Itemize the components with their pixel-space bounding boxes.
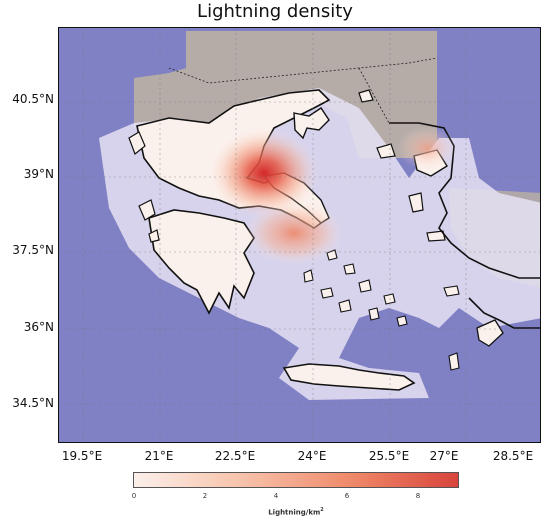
kos-island [443, 285, 460, 297]
corfu-island [128, 131, 146, 155]
lemnos-island [376, 143, 396, 159]
thasos-island [358, 89, 374, 103]
colorbar-tick-4: 4 [273, 492, 279, 500]
crete-island [282, 363, 416, 391]
peloponnese [148, 209, 255, 315]
national-border [168, 57, 438, 124]
density-hotspot-south [244, 201, 344, 265]
lon-label-24: 24°E [297, 449, 327, 463]
cyclades-islands [303, 249, 408, 327]
colorbar [133, 472, 459, 488]
lon-label-21: 21°E [144, 449, 174, 463]
colorbar-tick-0: 0 [131, 492, 137, 500]
density-hotspot-peak [209, 128, 319, 218]
lon-label-22-5: 22.5°E [214, 449, 256, 463]
lon-label-27: 27°E [429, 449, 459, 463]
chios-island [408, 192, 424, 213]
colorbar-tick-6: 6 [344, 492, 350, 500]
zakynthos-island [148, 229, 160, 243]
rhodes-island [476, 319, 504, 347]
map-gridlines [59, 28, 540, 442]
lon-label-28-5: 28.5°E [492, 449, 534, 463]
lat-label-34-5: 34.5°N [12, 396, 54, 410]
map-title: Lightning density [197, 1, 353, 22]
lat-label-40-5: 40.5°N [12, 92, 54, 106]
lon-label-19-5: 19.5°E [61, 449, 103, 463]
lightning-density-map [59, 28, 540, 442]
colorbar-tick-8: 8 [415, 492, 421, 500]
karpathos-island [448, 352, 460, 371]
map-panel [58, 27, 541, 443]
lat-label-37-5: 37.5°N [12, 243, 54, 257]
lon-label-25-5: 25.5°E [368, 449, 410, 463]
colorbar-tick-2: 2 [202, 492, 208, 500]
lat-label-39: 39°N [23, 167, 54, 181]
kefalonia-island [138, 199, 156, 221]
lat-label-36: 36°N [23, 320, 54, 334]
samos-island [426, 230, 446, 242]
density-hotspot-lesvos [397, 126, 457, 170]
colorbar-label: Lightning/km2 [268, 507, 324, 517]
